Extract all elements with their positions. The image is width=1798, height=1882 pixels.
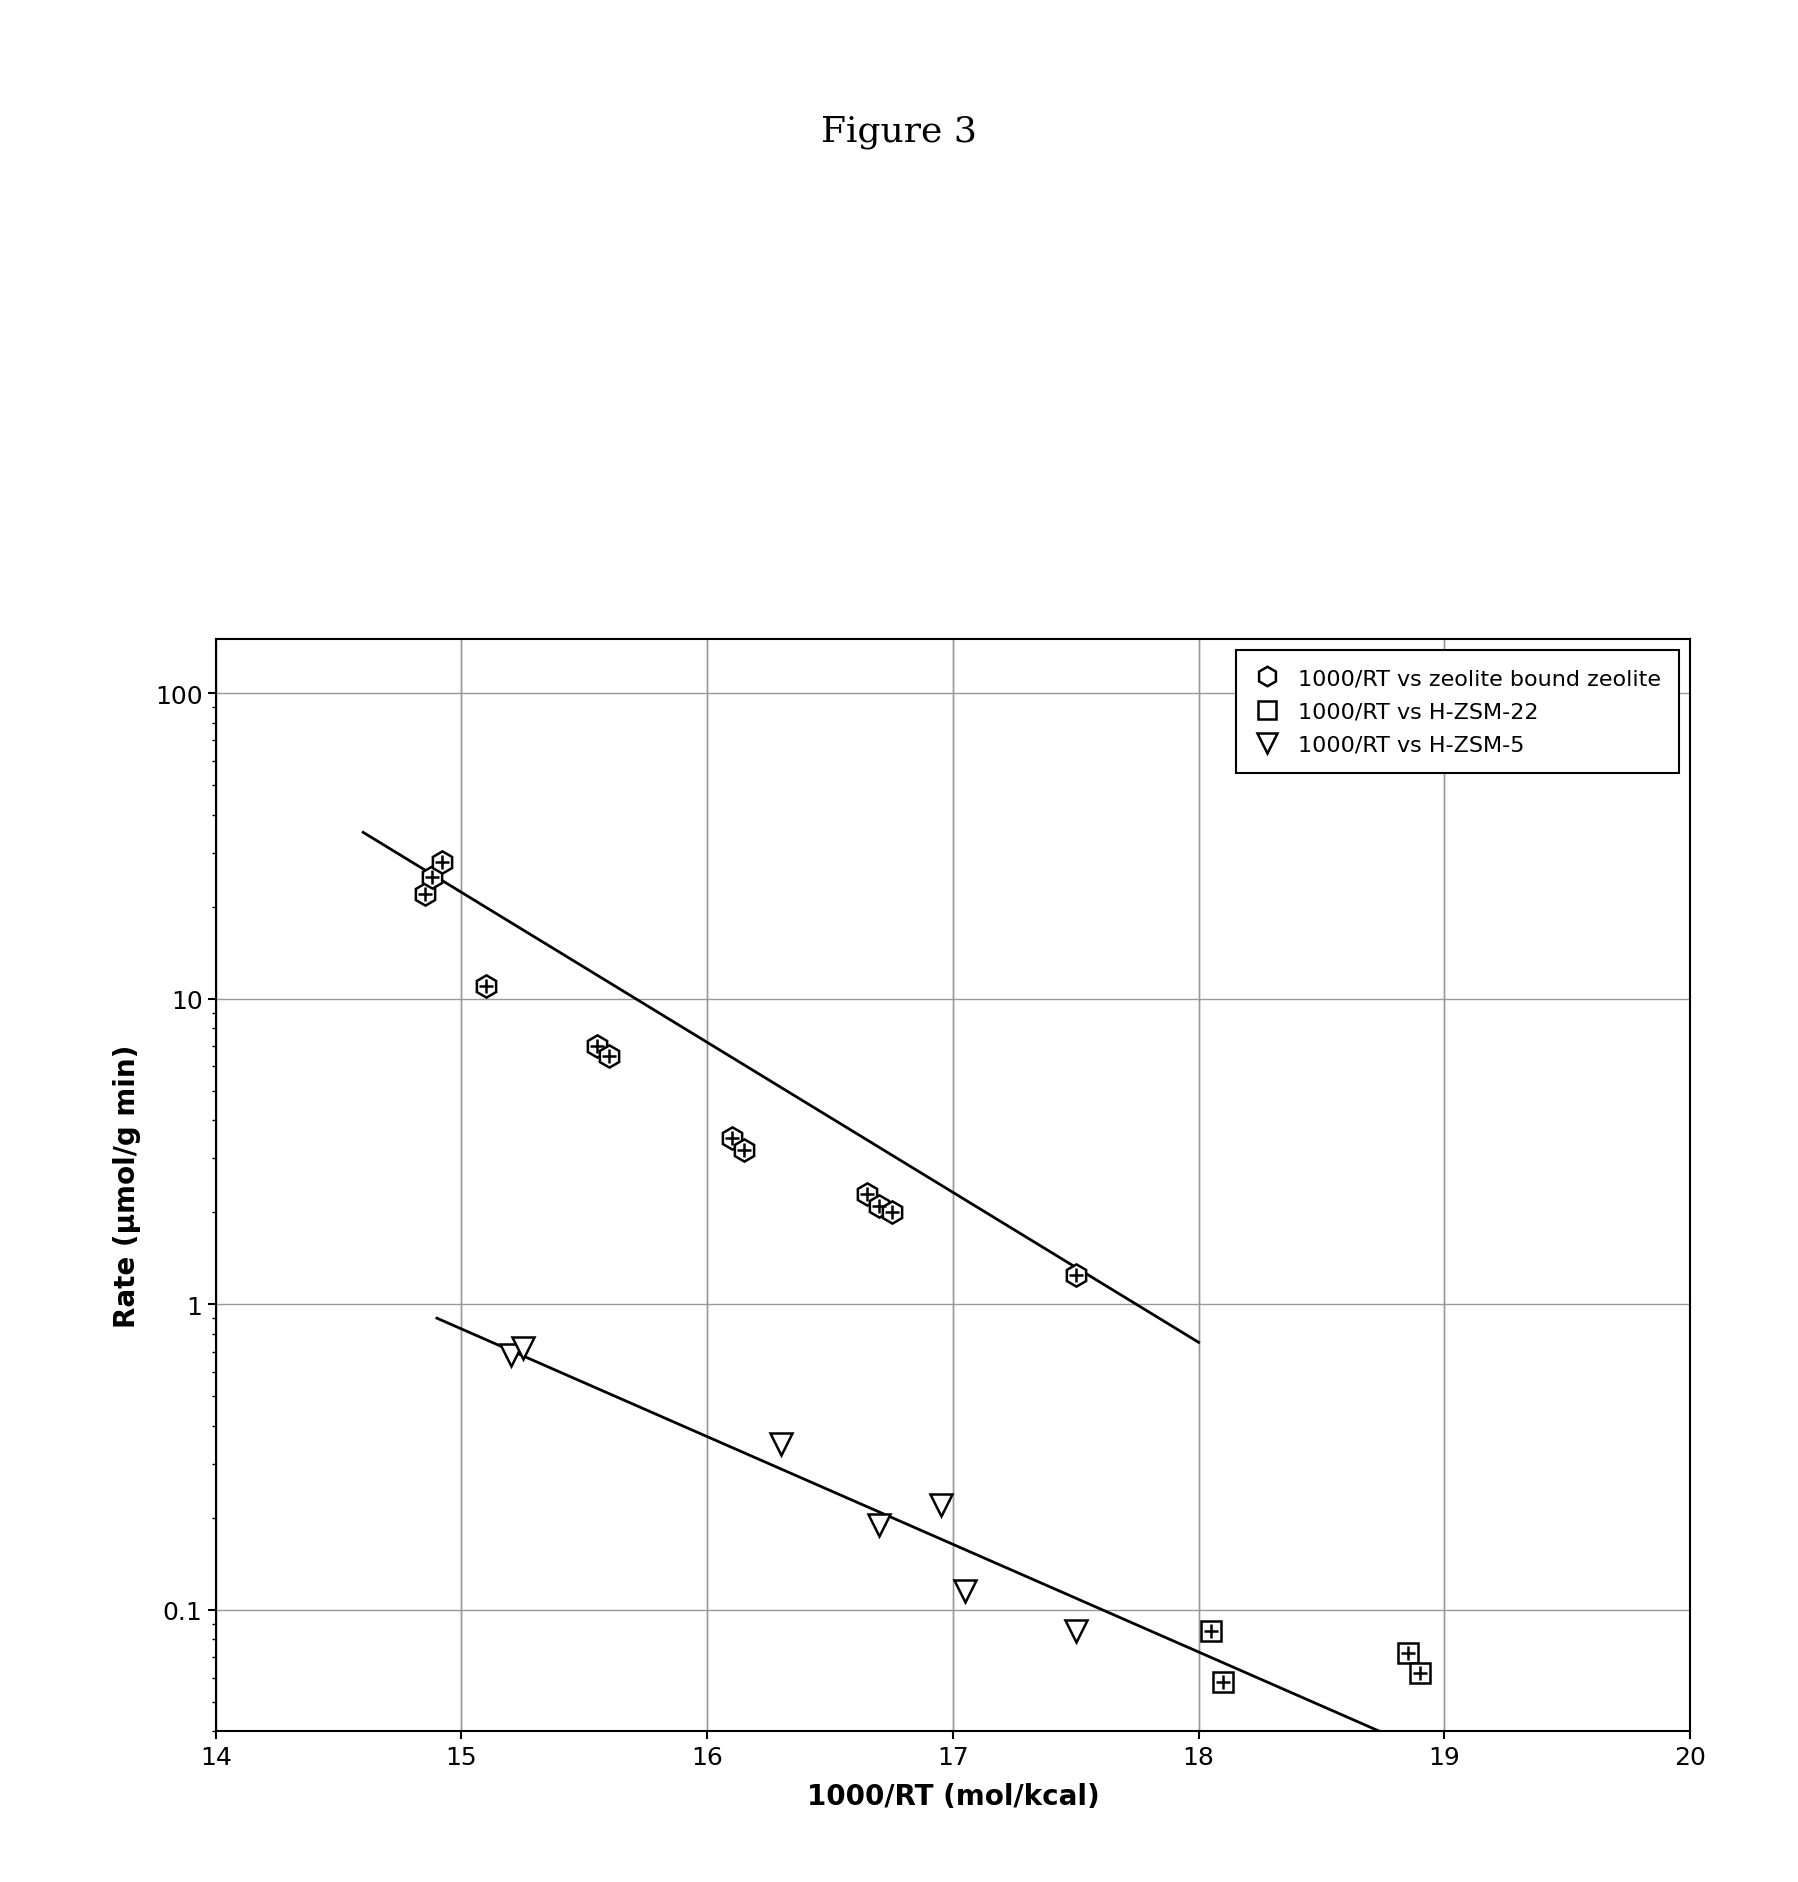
- Legend: 1000/RT vs zeolite bound zeolite, 1000/RT vs H-ZSM-22, 1000/RT vs H-ZSM-5: 1000/RT vs zeolite bound zeolite, 1000/R…: [1235, 651, 1679, 774]
- Text: Figure 3: Figure 3: [822, 115, 976, 149]
- X-axis label: 1000/RT (mol/kcal): 1000/RT (mol/kcal): [807, 1782, 1099, 1810]
- Y-axis label: Rate (μmol/g min): Rate (μmol/g min): [113, 1045, 140, 1327]
